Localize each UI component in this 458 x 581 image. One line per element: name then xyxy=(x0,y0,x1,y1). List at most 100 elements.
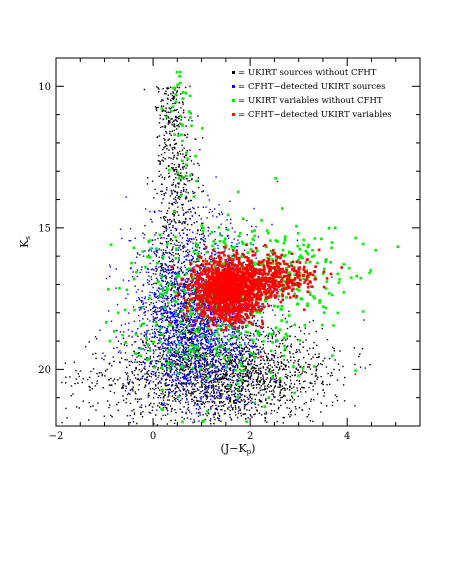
data-point xyxy=(196,328,198,330)
data-point xyxy=(236,356,239,358)
data-point xyxy=(156,269,158,271)
data-point xyxy=(156,86,158,88)
data-point xyxy=(179,336,182,338)
data-point xyxy=(191,173,193,175)
data-point xyxy=(208,227,210,229)
data-point xyxy=(252,378,255,381)
data-point xyxy=(214,318,216,321)
data-point xyxy=(161,159,163,161)
data-point xyxy=(199,264,202,267)
data-point xyxy=(174,305,176,307)
data-point xyxy=(247,402,249,405)
data-point xyxy=(191,337,193,339)
data-point xyxy=(264,413,266,415)
data-point xyxy=(272,369,275,371)
data-point xyxy=(193,419,195,421)
data-point xyxy=(69,376,71,378)
data-point xyxy=(203,328,206,330)
data-point xyxy=(166,102,169,105)
data-point xyxy=(290,382,292,385)
data-point xyxy=(159,381,161,383)
data-point xyxy=(178,174,180,176)
data-point xyxy=(299,343,301,345)
data-point xyxy=(191,319,193,321)
data-point xyxy=(199,347,202,349)
data-point xyxy=(179,372,182,374)
data-point xyxy=(229,200,231,202)
data-point xyxy=(179,355,181,358)
data-point xyxy=(227,379,230,381)
data-point xyxy=(172,259,175,261)
data-point xyxy=(207,266,209,268)
data-point xyxy=(155,273,157,275)
data-point xyxy=(188,259,191,262)
data-point xyxy=(185,286,187,288)
data-point xyxy=(134,369,136,372)
data-point xyxy=(220,396,222,399)
data-point xyxy=(262,331,265,333)
data-point xyxy=(229,351,231,354)
data-point xyxy=(170,221,173,223)
data-point xyxy=(155,378,157,380)
data-point xyxy=(181,356,183,358)
data-point xyxy=(174,362,176,364)
data-point xyxy=(207,314,209,316)
data-point xyxy=(228,329,230,331)
data-point xyxy=(162,351,165,353)
data-point xyxy=(317,393,319,395)
data-point xyxy=(278,383,281,386)
data-point xyxy=(286,377,288,379)
data-point xyxy=(216,407,218,409)
data-point xyxy=(211,324,214,326)
data-point xyxy=(216,381,218,383)
data-point xyxy=(168,338,170,340)
data-point xyxy=(192,371,194,373)
data-point xyxy=(140,413,142,416)
data-point xyxy=(183,261,185,264)
data-point xyxy=(177,244,179,247)
data-point xyxy=(105,277,108,280)
data-point xyxy=(180,190,182,192)
data-point xyxy=(238,351,241,353)
data-point xyxy=(194,307,196,310)
data-point xyxy=(169,308,172,310)
data-point xyxy=(244,334,246,336)
data-point xyxy=(196,404,198,406)
data-point xyxy=(170,419,172,422)
data-point xyxy=(183,244,185,247)
data-point xyxy=(180,269,182,271)
data-point xyxy=(168,235,170,237)
data-point xyxy=(218,389,220,392)
data-point xyxy=(243,401,246,403)
data-point xyxy=(209,353,212,355)
data-point xyxy=(152,286,154,289)
data-point xyxy=(192,332,194,334)
data-point xyxy=(231,337,234,339)
data-point xyxy=(158,319,160,322)
data-point xyxy=(302,346,304,348)
data-point xyxy=(169,131,171,133)
data-point xyxy=(266,359,269,362)
data-point xyxy=(228,259,230,262)
data-point xyxy=(265,373,267,375)
data-point xyxy=(147,318,149,320)
data-point xyxy=(172,158,174,160)
data-point xyxy=(183,295,185,297)
data-point xyxy=(237,393,239,396)
data-point xyxy=(249,360,252,362)
data-point xyxy=(229,361,231,364)
data-point xyxy=(197,260,199,262)
data-point xyxy=(323,357,326,360)
data-point xyxy=(280,397,282,399)
data-point xyxy=(137,328,139,330)
data-point xyxy=(172,325,174,328)
data-point xyxy=(279,379,281,382)
data-point xyxy=(289,379,292,381)
data-point xyxy=(197,376,199,378)
data-point xyxy=(178,259,180,261)
data-point xyxy=(192,382,195,385)
data-point xyxy=(154,360,157,362)
data-point xyxy=(227,355,229,357)
data-point xyxy=(214,364,216,366)
data-point xyxy=(264,363,266,365)
